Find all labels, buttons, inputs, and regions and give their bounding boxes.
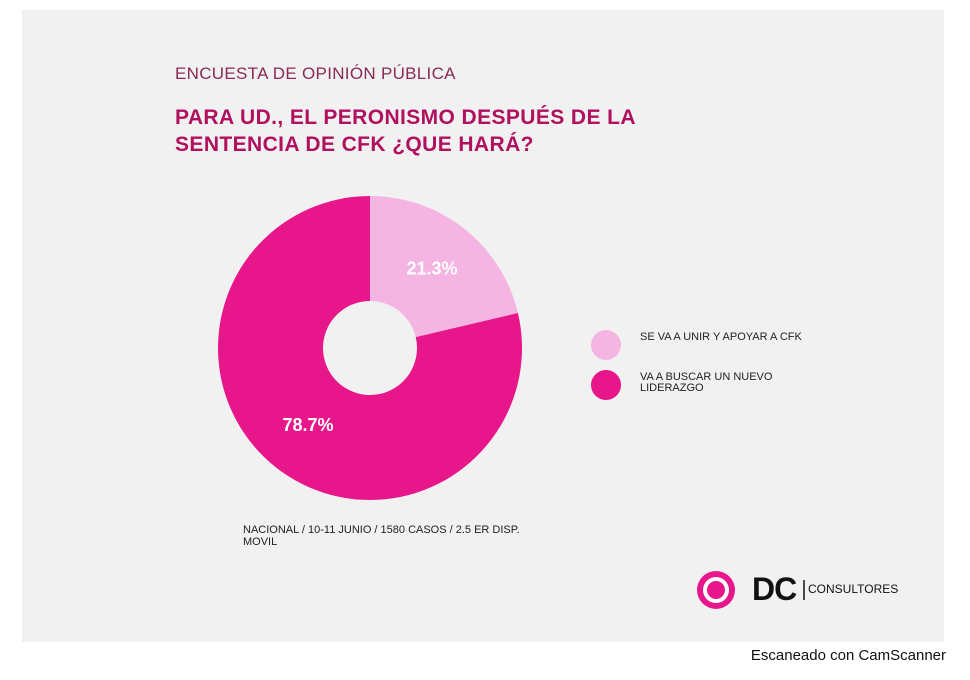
legend-swatch bbox=[591, 330, 621, 360]
source-note: NACIONAL / 10-11 JUNIO / 1580 CASOS / 2.… bbox=[243, 524, 520, 548]
brand-suffix: CONSULTORES bbox=[808, 582, 899, 596]
watermark: Escaneado con CamScanner bbox=[750, 647, 946, 664]
data-label: 78.7% bbox=[282, 415, 333, 435]
logo-dot bbox=[707, 581, 725, 599]
brand: DC bbox=[752, 571, 797, 607]
legend-label: SE VA A UNIR Y APOYAR A CFK bbox=[640, 331, 802, 343]
pie-slice bbox=[217, 196, 522, 500]
subtitle: ENCUESTA DE OPINIÓN PÚBLICA bbox=[175, 64, 456, 83]
legend-swatch bbox=[591, 370, 621, 400]
data-label: 21.3% bbox=[407, 258, 458, 278]
chart-title: PARA UD., EL PERONISMO DESPUÉS DE LA SEN… bbox=[175, 106, 636, 156]
pie-slice bbox=[370, 196, 518, 338]
legend-label: VA A BUSCAR UN NUEVO LIDERAZGO bbox=[640, 371, 773, 394]
